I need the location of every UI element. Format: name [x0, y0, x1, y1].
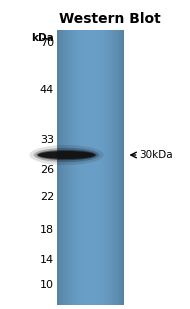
Text: 14: 14: [40, 255, 54, 265]
Text: kDa: kDa: [31, 33, 54, 43]
Text: 70: 70: [40, 38, 54, 48]
Ellipse shape: [29, 145, 104, 165]
Text: 44: 44: [40, 85, 54, 95]
Text: 18: 18: [40, 225, 54, 235]
Ellipse shape: [34, 148, 99, 162]
Text: 33: 33: [40, 135, 54, 145]
Ellipse shape: [38, 151, 95, 159]
Text: 22: 22: [40, 192, 54, 202]
Text: 30kDa: 30kDa: [139, 150, 173, 160]
Ellipse shape: [36, 150, 96, 160]
Text: Western Blot: Western Blot: [59, 12, 161, 26]
Text: 10: 10: [40, 280, 54, 290]
Text: 26: 26: [40, 165, 54, 175]
